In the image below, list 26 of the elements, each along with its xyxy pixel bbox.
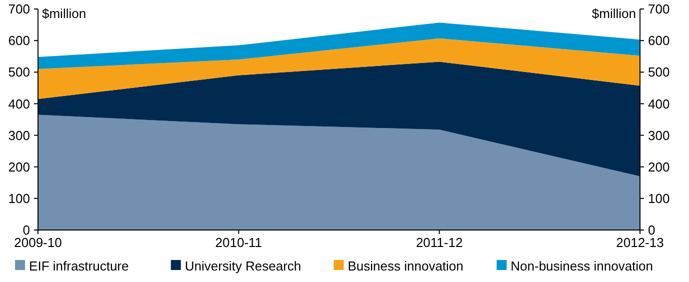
x-tick-label: 2010-11: [215, 235, 262, 250]
legend-label: Business innovation: [348, 258, 464, 274]
y2-tick-label: 700: [648, 2, 670, 17]
y2-tick-label: 500: [648, 64, 670, 80]
x-tick-label: 2011-12: [416, 235, 463, 250]
y-tick-label: 0: [22, 222, 30, 238]
y2-tick-label: 100: [648, 190, 670, 206]
y-tick-label: 700: [8, 2, 30, 17]
legend-label: EIF infrastructure: [29, 258, 129, 274]
x-tick-label: 2009-10: [14, 235, 62, 250]
y-tick-label: 300: [8, 128, 30, 143]
y2-tick-label: 600: [648, 33, 670, 48]
y2-tick-label: 200: [648, 159, 670, 174]
y-tick-label: 600: [8, 33, 30, 48]
y2-tick-label: 0: [648, 222, 656, 238]
x-tick-label: 2012-13: [616, 235, 664, 250]
legend-label: University Research: [184, 258, 302, 274]
y-tick-label: 200: [8, 159, 30, 174]
y-axis-title: $million: [42, 6, 86, 21]
legend-label: Non-business innovation: [510, 258, 654, 274]
y-tick-label: 500: [8, 64, 30, 80]
y-tick-label: 100: [8, 190, 30, 206]
y2-tick-label: 400: [648, 96, 670, 112]
y2-axis-title: $million: [592, 6, 636, 21]
y2-tick-label: 300: [648, 128, 670, 143]
y-tick-label: 400: [8, 96, 30, 112]
